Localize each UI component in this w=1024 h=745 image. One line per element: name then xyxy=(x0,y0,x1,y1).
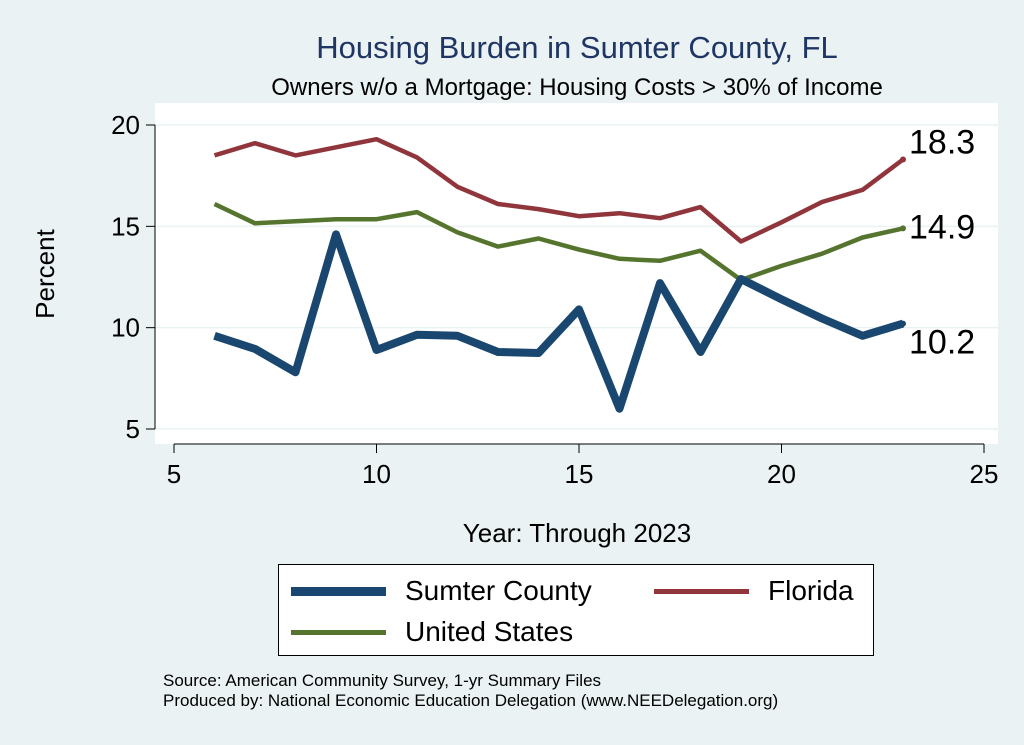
axes: 5 10 15 20 5 10 15 20 25 Year: Through 2023 Percen… xyxy=(30,110,998,548)
legend-swatch-united-states xyxy=(291,629,386,635)
series-end-point-united-states xyxy=(900,225,906,232)
series-end-point-sumter-county xyxy=(900,320,906,327)
source-note: Source: American Community Survey, 1-yr … xyxy=(163,671,602,690)
end-label-florida: 18.3 xyxy=(909,123,975,161)
x-tick-label-15: 15 xyxy=(565,459,594,489)
plot-area xyxy=(155,103,998,444)
x-axis-title: Year: Through 2023 xyxy=(463,518,691,548)
x-tick-label-20: 20 xyxy=(767,459,796,489)
chart-subtitle: Owners w/o a Mortgage: Housing Costs > 3… xyxy=(271,74,883,101)
chart-title: Housing Burden in Sumter County, FL xyxy=(316,30,838,65)
y-tick-label-5: 5 xyxy=(126,414,140,444)
legend-label-sumter-county: Sumter County xyxy=(405,575,592,606)
legend-swatch-florida xyxy=(654,588,749,594)
end-labels: 10.2 18.3 14.9 xyxy=(909,123,975,361)
x-tick-label-10: 10 xyxy=(362,459,391,489)
end-label-united-states: 14.9 xyxy=(909,208,975,246)
grid-lines xyxy=(155,124,998,430)
y-tick-label-10: 10 xyxy=(111,313,140,343)
series-line-sumter-county xyxy=(213,230,905,413)
legend-item-sumter-county: Sumter County xyxy=(291,575,592,607)
y-tick-label-20: 20 xyxy=(111,110,140,140)
legend-label-florida: Florida xyxy=(768,575,854,606)
y-axis-title: Percent xyxy=(30,228,60,318)
series-line-florida xyxy=(213,136,905,244)
series-end-point-florida xyxy=(900,156,906,163)
legend: Sumter County Florida United States xyxy=(278,564,874,656)
legend-label-united-states: United States xyxy=(405,616,574,647)
series-line-united-states xyxy=(213,201,904,283)
end-label-sumter-county: 10.2 xyxy=(909,324,975,362)
legend-item-florida: Florida xyxy=(654,575,854,607)
y-tick-label-15: 15 xyxy=(111,211,140,241)
x-tick-label-5: 5 xyxy=(167,459,181,489)
series-lines xyxy=(213,136,906,413)
produced-by-note: Produced by: National Economic Education… xyxy=(163,691,779,710)
legend-swatch-sumter-county xyxy=(291,586,386,596)
x-tick-label-25: 25 xyxy=(970,459,999,489)
legend-item-united-states: United States xyxy=(291,616,573,648)
